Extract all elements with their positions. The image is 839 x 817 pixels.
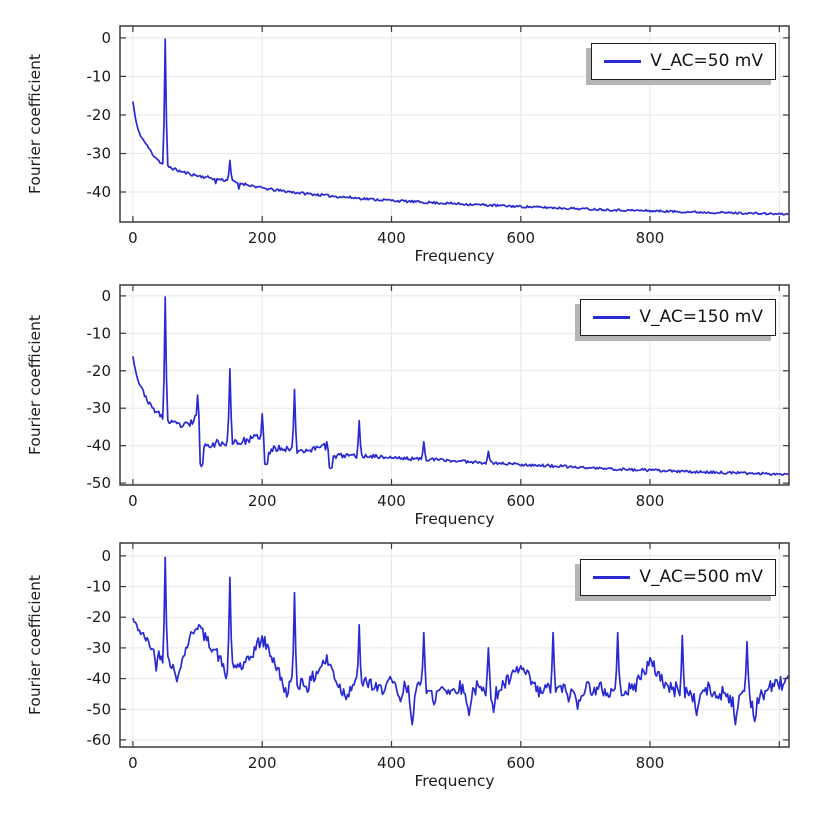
y-tick-label: -30 (87, 145, 112, 163)
legend-vac-50mv: V_AC=50 mV (591, 43, 776, 80)
x-tick-label: 400 (377, 229, 406, 247)
subplot-3: 0 200 400 600 800 0 -10 -20 -30 -40 -50 -60 Frequenc… (26, 542, 790, 790)
legend-line-sample-icon (604, 59, 642, 63)
subplot-2: 0 200 400 600 800 0 -10 -20 -30 -40 -50 Frequency Fo… (26, 284, 790, 528)
y-tick-label: -40 (87, 670, 112, 688)
y-axis-label: Fourier coefficient (26, 315, 44, 455)
x-tick-label: 800 (636, 492, 665, 510)
legend-label: V_AC=50 mV (650, 51, 763, 71)
axis-frame (119, 542, 790, 748)
x-tick-label: 0 (128, 492, 138, 510)
y-tick-label: -10 (87, 67, 112, 85)
x-axis-label: Frequency (414, 772, 494, 790)
series-line (132, 38, 789, 216)
x-tick-label: 0 (128, 754, 138, 772)
x-axis-label: Frequency (414, 510, 494, 528)
subplot-1: 0 200 400 600 800 0 -10 -20 -30 -40 Frequency Fouri… (26, 25, 790, 265)
y-tick-label: -30 (87, 639, 112, 657)
y-tick-label: -20 (87, 106, 112, 124)
y-axis-label: Fourier coefficient (26, 54, 44, 194)
y-tick-label: -20 (87, 362, 112, 380)
x-axis-label: Frequency (414, 247, 494, 265)
legend-vac-500mv: V_AC=500 mV (580, 559, 776, 596)
x-tick-label: 800 (636, 229, 665, 247)
legend-line-sample-icon (593, 575, 631, 579)
legend-vac-150mv: V_AC=150 mV (580, 299, 776, 336)
y-tick-label: 0 (101, 287, 111, 305)
x-tick-label: 400 (377, 492, 406, 510)
y-tick-label: -10 (87, 578, 112, 596)
y-tick-label: -60 (87, 731, 112, 749)
y-tick-label: 0 (101, 29, 111, 47)
y-tick-label: -20 (87, 608, 112, 626)
axis-frame (119, 25, 790, 223)
legend-label: V_AC=500 mV (639, 567, 763, 587)
x-tick-label: 800 (636, 754, 665, 772)
y-tick-label: -50 (87, 700, 112, 718)
y-tick-label: -50 (87, 474, 112, 492)
axis-frame (119, 284, 790, 486)
x-tick-label: 200 (248, 754, 277, 772)
x-tick-label: 600 (506, 754, 535, 772)
y-tick-label: -40 (87, 183, 112, 201)
x-tick-label: 0 (128, 229, 138, 247)
y-tick-label: -40 (87, 437, 112, 455)
x-tick-label: 600 (506, 492, 535, 510)
series-line (132, 296, 789, 476)
y-tick-label: -30 (87, 399, 112, 417)
legend-line-sample-icon (593, 315, 631, 319)
series-line (132, 556, 789, 726)
x-tick-label: 600 (506, 229, 535, 247)
x-tick-label: 200 (248, 492, 277, 510)
legend-label: V_AC=150 mV (639, 307, 763, 327)
y-tick-label: -10 (87, 324, 112, 342)
x-tick-label: 200 (248, 229, 277, 247)
y-tick-label: 0 (101, 547, 111, 565)
y-axis-label: Fourier coefficient (26, 575, 44, 715)
x-tick-label: 400 (377, 754, 406, 772)
